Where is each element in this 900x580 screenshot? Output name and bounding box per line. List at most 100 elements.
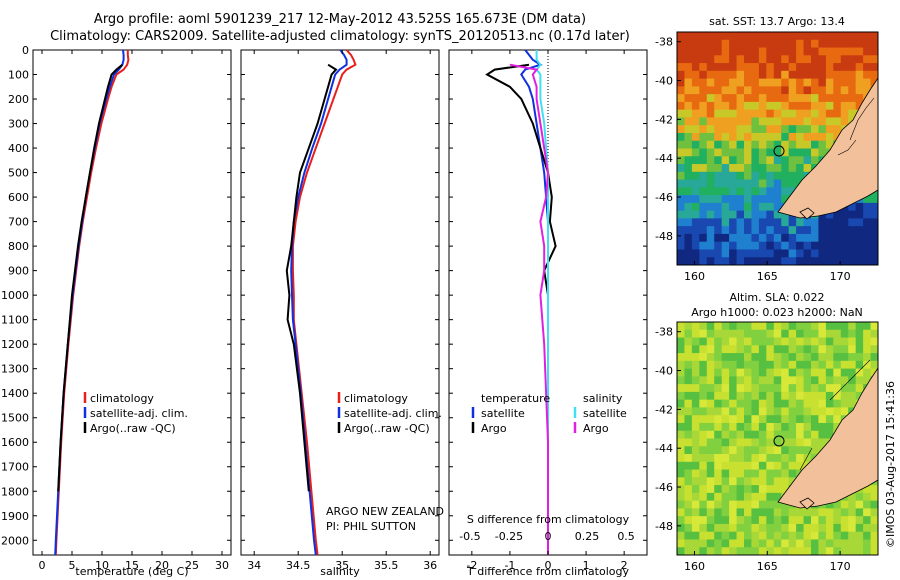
map-cell xyxy=(833,508,842,517)
map-cell xyxy=(833,241,842,251)
map-cell xyxy=(840,47,849,56)
map-cell xyxy=(677,415,686,424)
map-cell xyxy=(833,249,842,258)
map-cell xyxy=(766,368,775,377)
map-cell xyxy=(796,399,805,409)
map-cell xyxy=(781,94,790,103)
x-tick-label: 30 xyxy=(215,559,229,572)
map-cell xyxy=(781,32,790,41)
map-cell xyxy=(788,415,797,424)
map-cell xyxy=(811,407,820,416)
map-cell xyxy=(758,376,767,385)
map-cell xyxy=(758,132,767,142)
map-cell xyxy=(773,47,782,56)
map-cell xyxy=(840,345,849,354)
map-cell xyxy=(811,384,820,393)
map-cell xyxy=(803,148,812,157)
map-cell xyxy=(870,210,878,219)
map-cell xyxy=(677,368,686,377)
map-cell xyxy=(766,376,775,385)
map-cell xyxy=(677,485,686,494)
map-cell xyxy=(736,140,745,150)
map-cell xyxy=(840,368,849,377)
map-cell xyxy=(714,210,723,219)
map-cell xyxy=(758,337,767,346)
series-argo-raw-qc- xyxy=(285,63,338,492)
map-cell xyxy=(766,477,775,486)
map-cell xyxy=(729,249,738,258)
map-cell xyxy=(714,140,723,150)
map-cell xyxy=(818,399,827,409)
map-cell xyxy=(729,39,738,49)
map-cell xyxy=(691,399,700,409)
map-cell xyxy=(691,70,700,80)
map-cell xyxy=(751,47,760,56)
map-cell xyxy=(677,329,686,339)
map-cell xyxy=(818,241,827,251)
map-cell xyxy=(803,446,812,455)
y-tick-label: 400 xyxy=(8,142,29,155)
map-cell xyxy=(744,226,753,235)
map-cell xyxy=(788,508,797,517)
map-cell xyxy=(796,47,805,56)
map-cell xyxy=(870,547,878,555)
map-cell xyxy=(744,47,753,56)
map-cell xyxy=(744,156,753,165)
map-cell xyxy=(714,241,723,251)
map-cell xyxy=(781,415,790,424)
map-cell xyxy=(751,430,760,440)
map-cell xyxy=(744,140,753,150)
map-cell xyxy=(788,407,797,416)
map-cell xyxy=(818,218,827,227)
map-cell xyxy=(691,523,700,533)
map-cell xyxy=(833,70,842,80)
map-cell xyxy=(721,461,730,471)
map-cell xyxy=(721,210,730,219)
map-cell xyxy=(706,430,715,440)
map-cell xyxy=(744,171,753,181)
map-cell xyxy=(721,438,730,447)
map-cell xyxy=(818,32,827,41)
map-cell xyxy=(699,140,708,150)
map-cell xyxy=(773,407,782,416)
map-cell xyxy=(818,132,827,142)
map-cell xyxy=(677,241,686,251)
map-cell xyxy=(691,164,700,173)
map-cell xyxy=(811,329,820,339)
map-cell xyxy=(773,508,782,517)
map-cell xyxy=(863,32,872,41)
map-cell xyxy=(811,391,820,401)
map-cell xyxy=(766,187,775,196)
map-cell xyxy=(781,461,790,471)
map-cell xyxy=(773,39,782,49)
map-cell xyxy=(818,94,827,103)
map-cell xyxy=(811,547,820,555)
map-cell xyxy=(706,148,715,157)
map-cell xyxy=(766,70,775,80)
map-cell xyxy=(781,485,790,494)
map-cell xyxy=(729,469,738,478)
map-cell xyxy=(825,322,834,331)
map-cell xyxy=(796,438,805,447)
map-cell xyxy=(684,218,693,227)
map-cell xyxy=(699,461,708,471)
map-cell xyxy=(706,376,715,385)
map-cell xyxy=(766,523,775,533)
map-cell xyxy=(691,63,700,72)
map-cell xyxy=(684,353,693,362)
map-cell xyxy=(744,257,753,265)
map-cell xyxy=(781,164,790,173)
map-cell xyxy=(684,454,693,463)
map-cell xyxy=(751,148,760,157)
map-cell xyxy=(781,109,790,119)
map-y-tick-label: -48 xyxy=(655,520,673,533)
map-cell xyxy=(803,454,812,463)
map-cell xyxy=(744,485,753,494)
map-cell xyxy=(677,399,686,409)
map-cell xyxy=(803,368,812,377)
map-cell xyxy=(677,360,686,370)
map-cell xyxy=(811,249,820,258)
map-cell xyxy=(840,353,849,362)
map-cell xyxy=(773,241,782,251)
map-cell xyxy=(714,218,723,227)
